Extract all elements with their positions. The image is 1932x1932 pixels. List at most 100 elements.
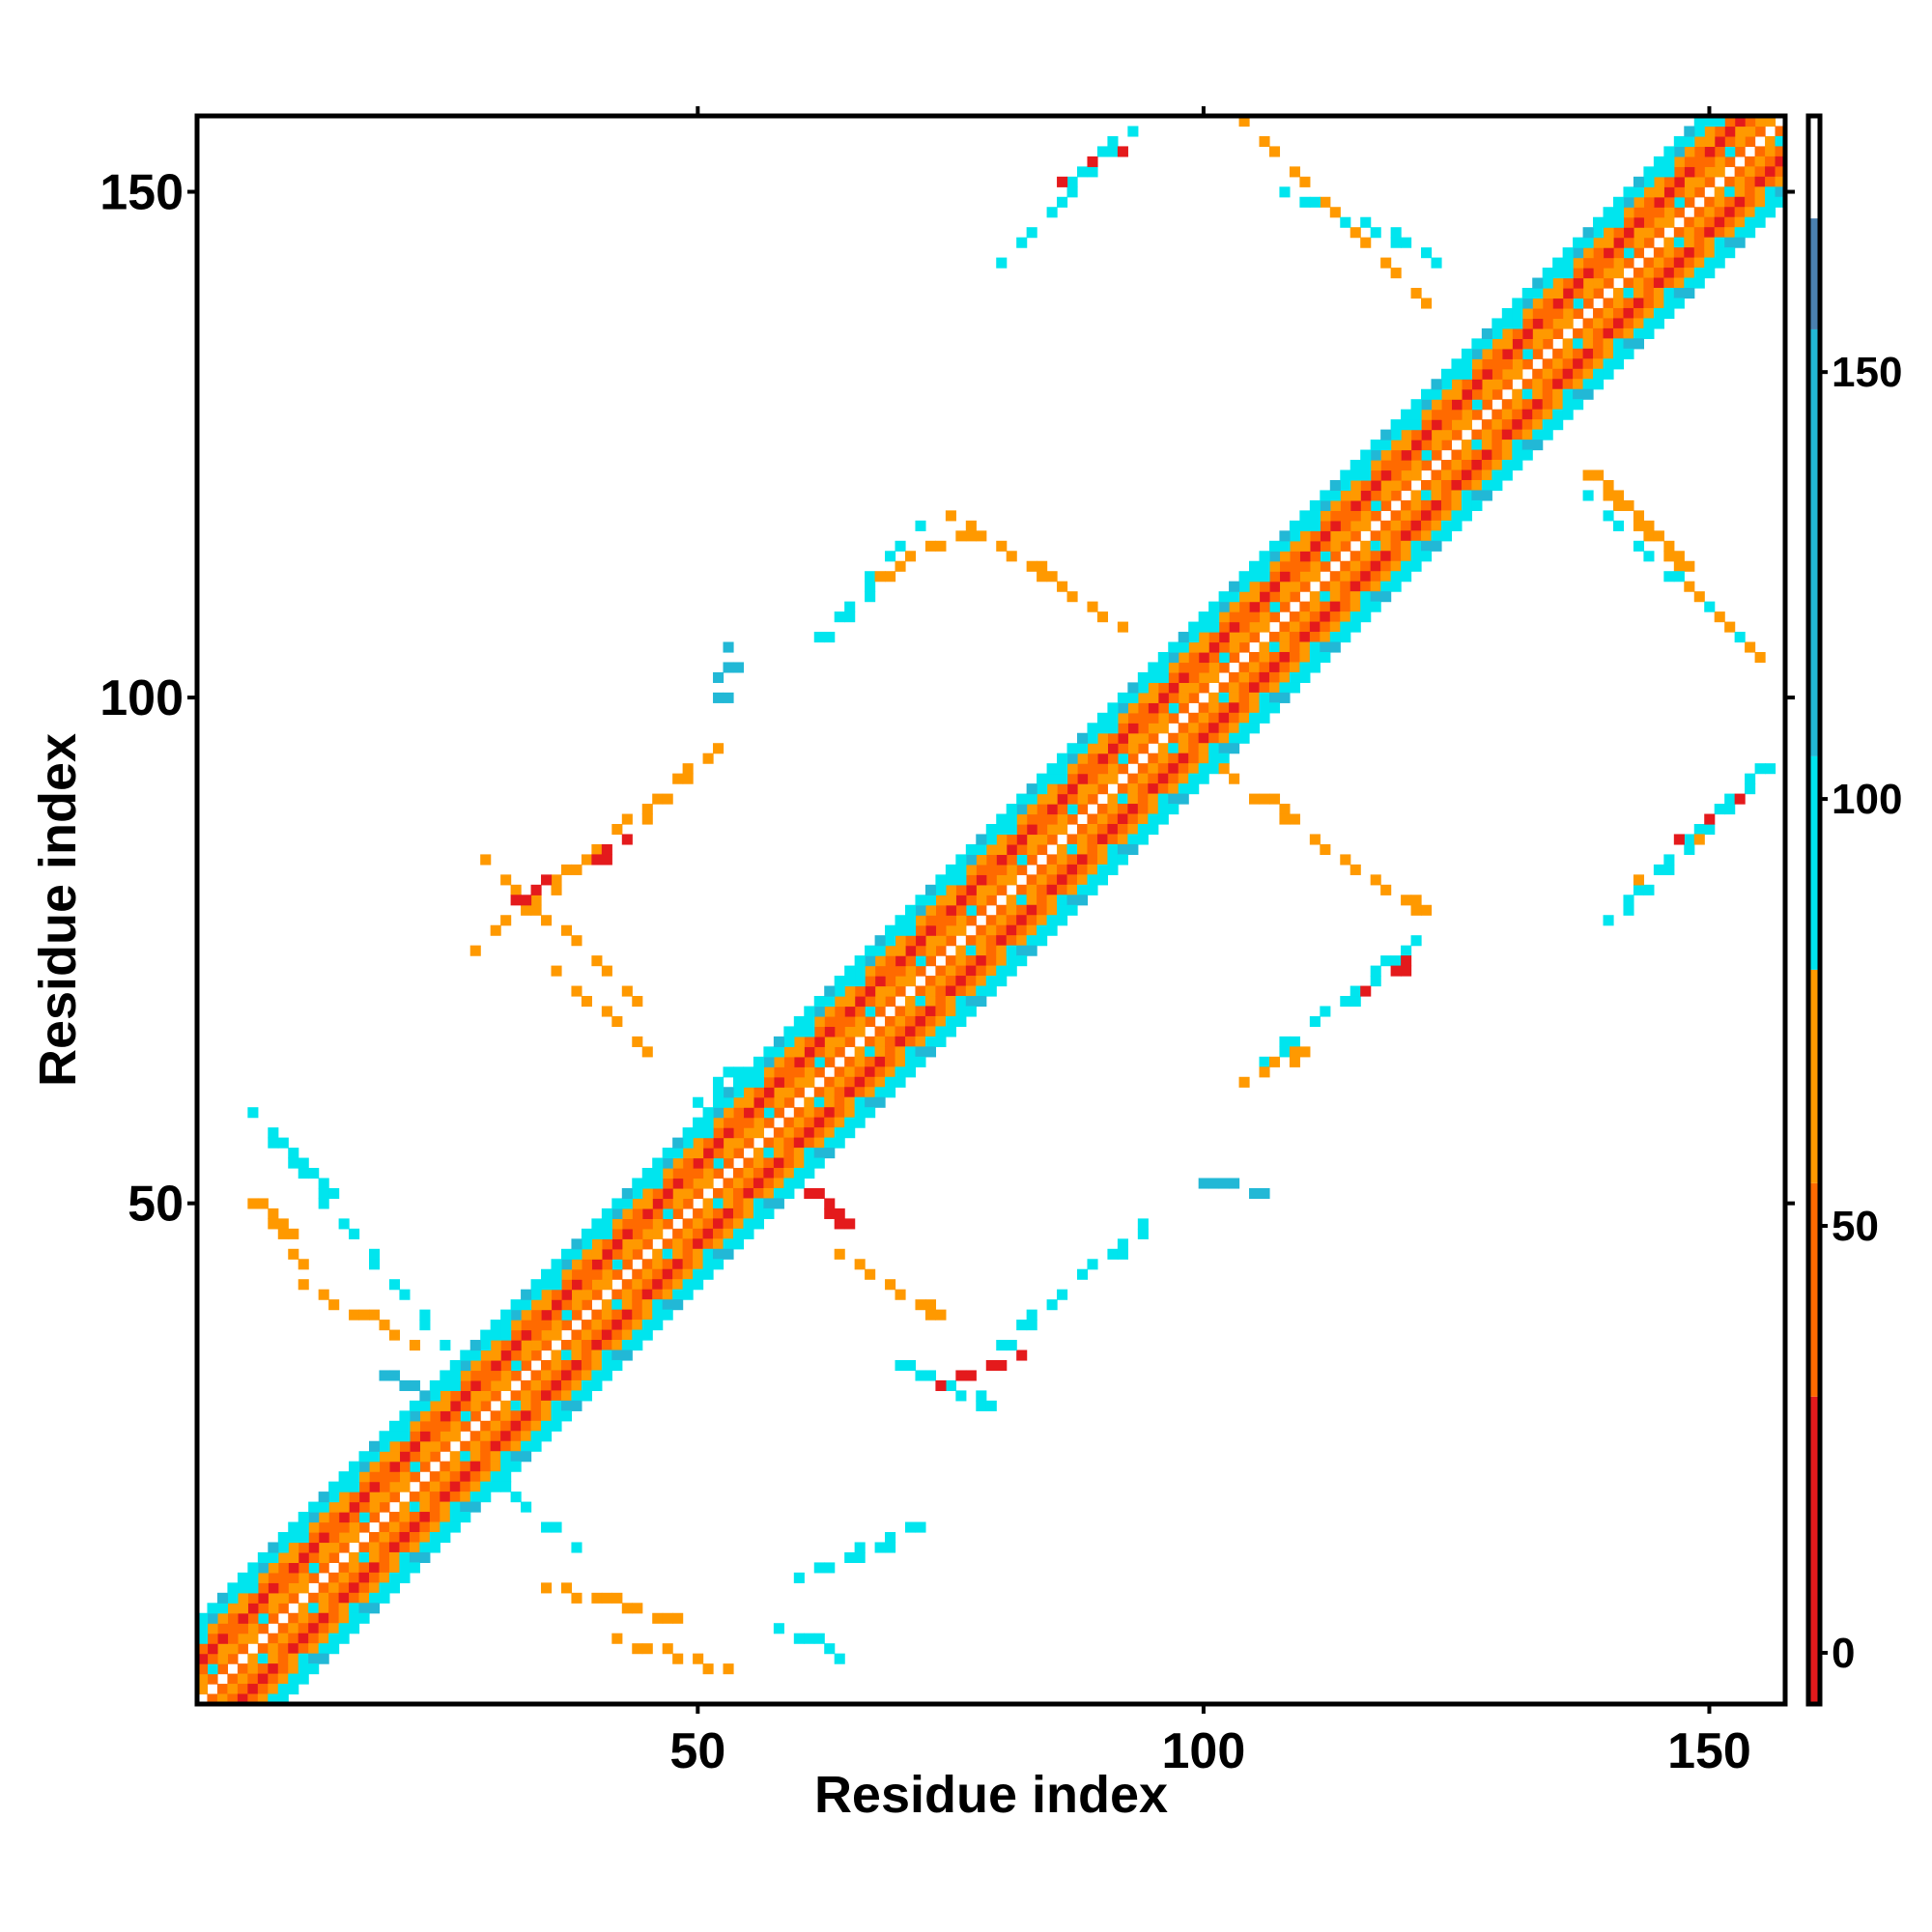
contact-cell bbox=[1066, 176, 1078, 187]
diagonal-cell bbox=[1471, 399, 1483, 411]
diagonal-cell bbox=[672, 1208, 684, 1219]
diagonal-cell bbox=[1451, 510, 1463, 522]
diagonal-cell bbox=[1603, 338, 1614, 350]
contact-cell bbox=[440, 1340, 451, 1351]
diagonal-cell bbox=[1593, 327, 1605, 339]
diagonal-cell bbox=[1026, 895, 1037, 906]
contact-cell bbox=[885, 1279, 896, 1291]
diagonal-cell bbox=[1279, 560, 1291, 572]
contact-cell bbox=[723, 641, 734, 653]
diagonal-cell bbox=[895, 1015, 906, 1028]
diagonal-cell bbox=[1157, 671, 1169, 683]
diagonal-cell bbox=[1603, 307, 1614, 320]
diagonal-cell bbox=[1521, 327, 1533, 339]
diagonal-cell bbox=[521, 1289, 532, 1300]
contact-cell bbox=[1320, 1006, 1331, 1017]
diagonal-cell bbox=[247, 1633, 259, 1644]
diagonal-cell bbox=[1724, 126, 1736, 137]
diagonal-cell bbox=[1603, 358, 1614, 370]
diagonal-cell bbox=[551, 1390, 562, 1402]
diagonal-cell bbox=[1593, 237, 1605, 248]
diagonal-cell bbox=[773, 1137, 784, 1149]
diagonal-cell bbox=[1077, 874, 1089, 886]
diagonal-cell bbox=[429, 1512, 440, 1523]
diagonal-cell bbox=[641, 1289, 653, 1300]
diagonal-cell bbox=[1360, 490, 1372, 501]
contact-cell bbox=[723, 692, 734, 703]
contact-cell bbox=[813, 1562, 825, 1574]
diagonal-cell bbox=[874, 985, 886, 997]
contact-cell bbox=[713, 1087, 724, 1098]
contact-cell bbox=[1279, 804, 1291, 815]
diagonal-cell bbox=[955, 965, 967, 977]
diagonal-cell bbox=[1745, 227, 1756, 239]
diagonal-cell bbox=[1057, 763, 1068, 775]
diagonal-cell bbox=[652, 1178, 664, 1189]
diagonal-cell bbox=[1552, 307, 1564, 320]
diagonal-cell bbox=[1340, 621, 1351, 633]
contact-cell bbox=[521, 1501, 532, 1513]
diagonal-cell bbox=[662, 1218, 673, 1230]
diagonal-cell bbox=[369, 1451, 381, 1463]
contact-cell bbox=[298, 1168, 309, 1179]
diagonal-cell bbox=[1006, 804, 1017, 815]
diagonal-cell bbox=[1309, 571, 1321, 582]
diagonal-cell bbox=[611, 1289, 623, 1300]
diagonal-cell bbox=[1501, 348, 1513, 359]
diagonal-cell bbox=[1037, 924, 1048, 936]
diagonal-cell bbox=[1016, 904, 1028, 916]
diagonal-cell bbox=[1107, 843, 1119, 856]
diagonal-cell bbox=[440, 1481, 451, 1492]
diagonal-cell bbox=[277, 1673, 289, 1685]
diagonal-cell bbox=[409, 1501, 420, 1513]
contact-cell bbox=[693, 1096, 704, 1108]
contact-cell bbox=[713, 1076, 724, 1088]
contact-cell bbox=[641, 813, 653, 825]
diagonal-cell bbox=[965, 945, 977, 956]
diagonal-cell bbox=[1633, 237, 1644, 248]
diagonal-cell bbox=[1370, 479, 1381, 492]
diagonal-cell bbox=[753, 1107, 764, 1119]
diagonal-cell bbox=[1552, 327, 1564, 339]
diagonal-cell bbox=[379, 1531, 390, 1544]
diagonal-cell bbox=[1168, 702, 1179, 714]
diagonal-cell bbox=[904, 1026, 917, 1037]
diagonal-cell bbox=[349, 1551, 360, 1563]
contact-cell bbox=[652, 793, 664, 805]
diagonal-cell bbox=[904, 1015, 917, 1028]
diagonal-cell bbox=[985, 976, 997, 987]
contact-cell bbox=[571, 985, 582, 997]
diagonal-cell bbox=[996, 834, 1008, 845]
diagonal-cell bbox=[955, 945, 967, 956]
diagonal-cell bbox=[783, 1066, 795, 1078]
diagonal-cell bbox=[1037, 843, 1048, 856]
diagonal-cell bbox=[904, 915, 917, 926]
contact-cell bbox=[611, 1015, 623, 1028]
diagonal-cell bbox=[1481, 490, 1492, 501]
contact-cell bbox=[895, 540, 906, 552]
diagonal-cell bbox=[753, 1148, 764, 1159]
diagonal-cell bbox=[885, 1046, 896, 1058]
diagonal-cell bbox=[1410, 520, 1422, 531]
diagonal-cell bbox=[429, 1471, 440, 1483]
diagonal-cell bbox=[682, 1198, 694, 1209]
diagonal-cell bbox=[379, 1572, 390, 1583]
contact-cell bbox=[813, 1633, 825, 1644]
diagonal-cell bbox=[237, 1684, 248, 1695]
contact-cell bbox=[601, 1592, 612, 1604]
diagonal-cell bbox=[885, 1015, 896, 1028]
diagonal-cell bbox=[611, 1248, 623, 1260]
diagonal-cell bbox=[560, 1248, 573, 1260]
diagonal-cell bbox=[571, 1379, 582, 1391]
diagonal-cell bbox=[1208, 621, 1220, 633]
diagonal-cell bbox=[783, 1127, 795, 1139]
diagonal-cell bbox=[834, 996, 845, 1008]
diagonal-cell bbox=[1461, 499, 1472, 511]
diagonal-cell bbox=[1057, 854, 1068, 866]
diagonal-cell bbox=[560, 1370, 573, 1381]
diagonal-cell bbox=[1077, 884, 1089, 895]
contact-cell bbox=[1653, 530, 1664, 542]
diagonal-cell bbox=[419, 1512, 431, 1523]
contact-cell bbox=[834, 1218, 845, 1230]
diagonal-cell bbox=[1532, 379, 1544, 390]
